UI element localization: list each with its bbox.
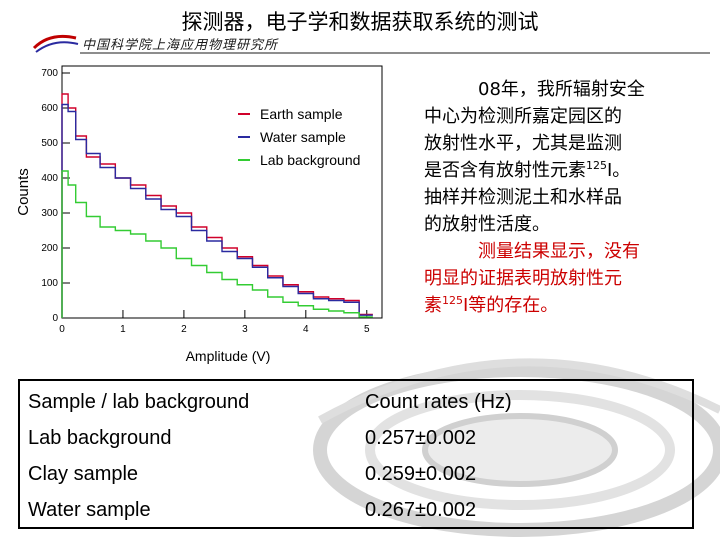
slide-title: 探测器，电子学和数据获取系统的测试 [181, 10, 539, 34]
x-tick-label: 5 [364, 324, 370, 335]
institute-name: 中国科学院上海应用物理研究所 [82, 38, 279, 53]
desc-line-4: 是否含有放射性元素125I。 [424, 159, 631, 181]
table-header-sample: Sample / lab background [28, 391, 250, 413]
description-text: 08年，我所辐射安全 中心为检测所嘉定园区的 放射性水平，尤其是监测 是否含有放… [424, 76, 694, 319]
x-tick-label: 3 [242, 324, 248, 335]
plot-frame [61, 65, 383, 319]
table-cell-sample: Clay sample [28, 463, 139, 485]
desc-line-2: 中心为检测所嘉定园区的 [424, 106, 622, 127]
desc-line-5: 抽样并检测泥土和水样品 [424, 187, 622, 208]
y-tick-label: 500 [41, 138, 58, 149]
result-line-1: 测量结果显示，没有 [478, 241, 640, 262]
table-cell-sample: Water sample [28, 499, 151, 521]
legend-label: Water sample [260, 129, 346, 145]
institute-logo-icon [32, 34, 79, 53]
x-tick-label: 1 [120, 324, 126, 335]
y-axis-label: Counts [15, 168, 32, 216]
legend-label: Lab background [260, 152, 360, 168]
background-decoration [313, 358, 720, 537]
series-line-water [61, 103, 373, 318]
x-tick-label: 4 [303, 324, 309, 335]
desc-line-3: 放射性水平，尤其是监测 [424, 133, 622, 154]
y-tick-label: 700 [41, 68, 58, 79]
table-cell-sample: Lab background [28, 427, 172, 449]
series-line-lab [61, 170, 373, 318]
y-tick-label: 400 [41, 173, 58, 184]
table-cell-rate: 0.257±0.002 [365, 427, 477, 449]
desc-line-1: 08年，我所辐射安全 [478, 79, 645, 100]
x-axis-label: Amplitude (V) [186, 348, 271, 364]
header-divider [80, 52, 710, 54]
y-tick-label: 0 [52, 313, 58, 324]
table-cell-rate: 0.259±0.002 [365, 463, 477, 485]
spectrum-chart: 0 1 2 3 4 5 0 100 200 300 400 500 600 700 Earth sample… [15, 65, 383, 364]
count-rate-table: Sample / lab background Count rates (Hz)… [18, 379, 694, 529]
y-tick-label: 100 [41, 278, 58, 289]
y-tick-label: 600 [41, 103, 58, 114]
x-tick-label: 2 [181, 324, 187, 335]
result-line-3: 素125I等的存在。 [424, 294, 559, 316]
x-tick-label: 0 [59, 324, 65, 335]
y-tick-label: 200 [41, 243, 58, 254]
table-header-rate: Count rates (Hz) [365, 391, 512, 413]
desc-line-6: 的放射性活度。 [424, 214, 550, 235]
legend-label: Earth sample [260, 106, 343, 122]
result-line-2: 明显的证据表明放射性元 [424, 268, 622, 289]
table-cell-rate: 0.267±0.002 [365, 499, 477, 521]
y-tick-label: 300 [41, 208, 58, 219]
